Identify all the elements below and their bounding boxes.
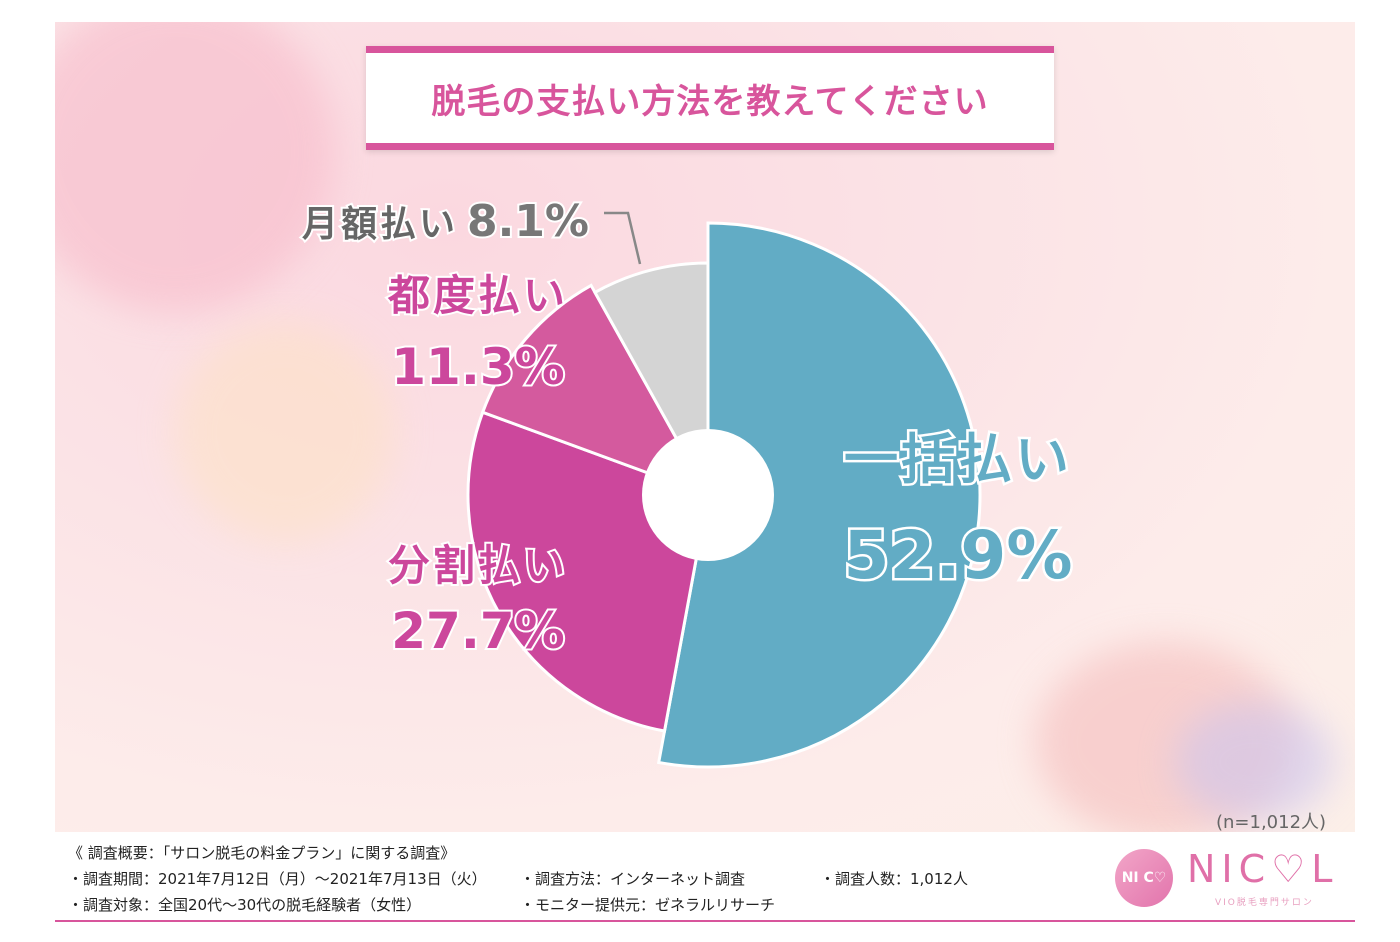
label-value-lump-sum: 52.9% bbox=[844, 517, 1073, 594]
survey-period: ・調査期間：2021年7月12日（月）～2021年7月13日（火） bbox=[68, 870, 487, 888]
pie-center-hole bbox=[642, 429, 774, 561]
label-value-installment: 27.7% bbox=[391, 602, 564, 660]
label-name-lump-sum: 一括払い bbox=[844, 428, 1072, 491]
slice-per-visit bbox=[480, 283, 712, 498]
background-blob bbox=[1175, 702, 1335, 822]
background-blob bbox=[55, 22, 335, 312]
survey-target: ・調査対象：全国20代～30代の脱毛経験者（女性） bbox=[68, 896, 422, 914]
label-name-installment: 分割払い bbox=[388, 541, 568, 590]
background-blob bbox=[175, 322, 395, 542]
survey-count: ・調査人数：1,012人 bbox=[820, 870, 968, 888]
nicol-logo: NI C♡ NIC♡L VIO脱毛専門サロン bbox=[1115, 845, 1355, 911]
label-name-per-visit: 都度払い bbox=[387, 271, 568, 320]
logo-badge: NI C♡ bbox=[1115, 849, 1173, 907]
label-name-monthly: 月額払い bbox=[302, 204, 458, 245]
logo-name: NIC♡L bbox=[1187, 847, 1339, 891]
chart-title: 脱毛の支払い方法を教えてください bbox=[431, 81, 989, 122]
survey-method: ・調査方法：インターネット調査 bbox=[520, 870, 746, 888]
chart-title-box: 脱毛の支払い方法を教えてください bbox=[366, 46, 1054, 150]
logo-tagline: VIO脱毛専門サロン bbox=[1215, 898, 1314, 908]
footer-divider bbox=[55, 920, 1355, 922]
slice-lump-sum bbox=[656, 221, 982, 769]
survey-footer: 《 調査概要：「サロン脱毛の料金プラン」に関する調査》 ・調査期間：2021年7… bbox=[68, 840, 968, 918]
survey-provider: ・モニター提供元：ゼネラルリサーチ bbox=[520, 896, 776, 914]
leader-line-monthly bbox=[604, 211, 642, 265]
sample-size: (n=1,012人) bbox=[1216, 812, 1327, 833]
slice-labels: 一括払い 52.9% 分割払い 27.7% 都度払い 11.3% 月額払い 8.1% bbox=[300, 194, 1075, 662]
label-value-per-visit: 11.3% bbox=[391, 338, 564, 396]
label-value-monthly: 8.1% bbox=[467, 196, 589, 247]
survey-overview: 《 調査概要：「サロン脱毛の料金プラン」に関する調査》 bbox=[68, 844, 456, 862]
